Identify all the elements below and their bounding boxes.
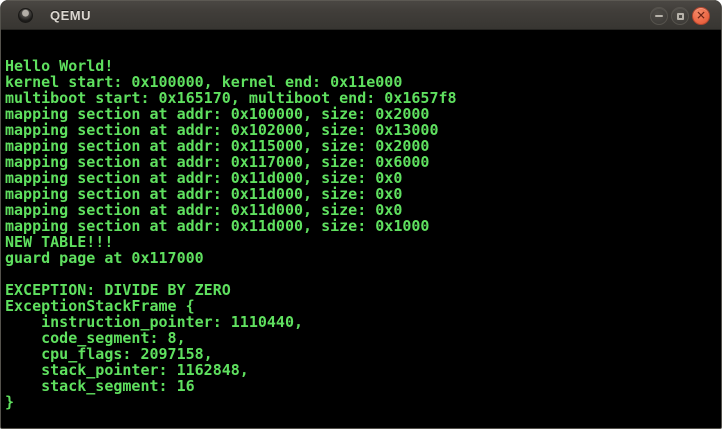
terminal-line: stack_segment: 16 xyxy=(5,377,195,395)
minimize-icon xyxy=(655,15,663,17)
terminal-line: mapping section at addr: 0x11d000, size:… xyxy=(5,185,403,203)
close-button[interactable]: ✕ xyxy=(692,7,710,25)
close-icon: ✕ xyxy=(695,8,707,23)
minimize-button[interactable] xyxy=(650,7,668,25)
terminal-line: EXCEPTION: DIVIDE BY ZERO xyxy=(5,281,231,299)
terminal-line: stack_pointer: 1162848, xyxy=(5,361,249,379)
qemu-window-icon xyxy=(18,7,33,23)
terminal-line: } xyxy=(5,393,15,411)
terminal-line: mapping section at addr: 0x11d000, size:… xyxy=(5,217,430,235)
window-title: QEMU xyxy=(50,7,91,23)
terminal-line: mapping section at addr: 0x115000, size:… xyxy=(5,137,430,155)
window-controls: ✕ xyxy=(650,1,710,31)
terminal-line: cpu_flags: 2097158, xyxy=(5,345,213,363)
terminal-line xyxy=(5,266,721,282)
qemu-console-output[interactable]: Hello World! kernel start: 0x100000, kern… xyxy=(1,30,721,428)
terminal-line: mapping section at addr: 0x11d000, size:… xyxy=(5,169,403,187)
terminal-line: mapping section at addr: 0x102000, size:… xyxy=(5,121,439,139)
terminal-line: mapping section at addr: 0x100000, size:… xyxy=(5,105,430,123)
maximize-icon xyxy=(676,12,684,20)
titlebar[interactable]: QEMU ✕ xyxy=(1,0,721,30)
terminal-line: NEW TABLE!!! xyxy=(5,233,114,251)
terminal-line: instruction_pointer: 1110440, xyxy=(5,313,304,331)
terminal-line: code_segment: 8, xyxy=(5,329,186,347)
terminal-line: guard page at 0x117000 xyxy=(5,249,204,267)
terminal-line: mapping section at addr: 0x11d000, size:… xyxy=(5,201,403,219)
terminal-line: Hello World! xyxy=(5,57,114,75)
maximize-button[interactable] xyxy=(671,7,689,25)
terminal-line: mapping section at addr: 0x117000, size:… xyxy=(5,153,430,171)
terminal-line: kernel start: 0x100000, kernel end: 0x11… xyxy=(5,73,403,91)
terminal-line: multiboot start: 0x165170, multiboot end… xyxy=(5,89,457,107)
terminal-line: ExceptionStackFrame { xyxy=(5,297,195,315)
